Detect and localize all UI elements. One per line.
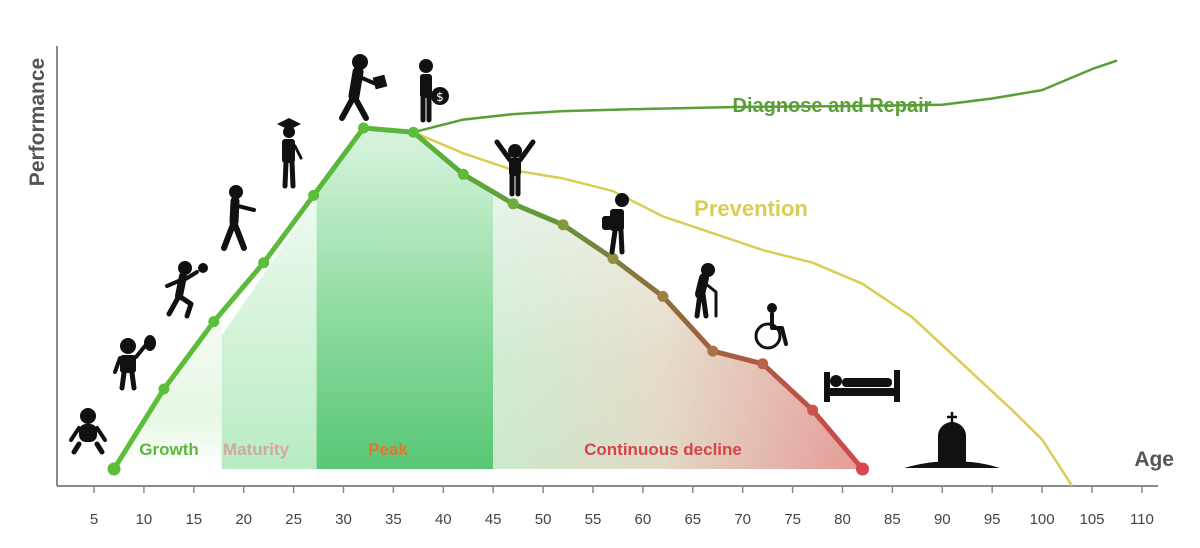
person-backpack-icon (602, 193, 629, 255)
x-tick-label: 65 (684, 511, 701, 528)
y-axis-title: Performance (26, 58, 49, 186)
x-tick-label: 95 (984, 511, 1001, 528)
x-tick-label: 35 (385, 511, 402, 528)
performance-point (457, 168, 469, 180)
performance-point (358, 122, 369, 134)
phase-fill-decline-fade (493, 192, 863, 469)
performance-point (308, 189, 320, 201)
x-tick-label: 30 (335, 511, 352, 528)
series-line-diagnose-and-repair (413, 59, 1118, 134)
performance-point (507, 198, 519, 210)
arms-raised-person-icon (494, 139, 536, 197)
x-tick-label: 80 (834, 511, 851, 528)
x-tick-label: 85 (884, 511, 901, 528)
performance-point (657, 290, 669, 302)
graduate-icon (277, 118, 303, 189)
svg-text:$: $ (436, 90, 444, 104)
performance-point (107, 462, 121, 476)
bed-icon (824, 370, 900, 402)
x-tick-label: 55 (585, 511, 602, 528)
child-running-icon (165, 261, 208, 319)
performance-point (757, 358, 769, 370)
child-walking-icon (221, 185, 256, 251)
x-axis-title: Age (1134, 448, 1174, 471)
performance-point (258, 257, 270, 269)
performance-point (807, 404, 819, 416)
performance-point (557, 219, 569, 231)
x-axis-ticks: 5 10 15 20 25 30 35 40 45 50 55 60 65 70 75 80 85 90 95 100… (90, 486, 1154, 528)
x-tick-label: 40 (435, 511, 452, 528)
x-tick-label: 100 (1030, 511, 1055, 528)
x-tick-label: 15 (185, 511, 202, 528)
worker-briefcase-icon (339, 54, 388, 121)
x-tick-label: 105 (1079, 511, 1104, 528)
phase-backgrounds (114, 128, 863, 469)
x-tick-label: 10 (136, 511, 153, 528)
performance-point (208, 316, 220, 328)
series-line-prevention (412, 131, 1074, 487)
annotation-diagnose-and-repair: Diagnose and Repair (733, 95, 932, 117)
toddler-balloon-icon (113, 335, 156, 391)
x-tick-label: 20 (235, 511, 252, 528)
wheelchair-icon (754, 303, 788, 350)
annotation-prevention: Prevention (694, 196, 808, 221)
elderly-cane-icon (694, 263, 718, 319)
phase-fill-maturity (221, 196, 317, 469)
performance-point (407, 126, 419, 138)
x-tick-label: 25 (285, 511, 302, 528)
phase-fill-peak (316, 128, 494, 469)
x-tick-label: 45 (485, 511, 502, 528)
x-tick-label: 60 (635, 511, 652, 528)
series-layer (107, 59, 1118, 487)
grave-icon (904, 412, 1000, 468)
phase-labels: Growth Maturity Peak Continuous decline (139, 440, 742, 459)
x-tick-label: 110 (1130, 511, 1154, 528)
money-bag-person-icon: $ (419, 59, 449, 123)
performance-point (607, 253, 619, 264)
phase-fill-growth (114, 316, 222, 469)
series-line-performance (111, 125, 865, 472)
performance-point (856, 462, 869, 476)
x-tick-label: 70 (734, 511, 751, 528)
performance-point (158, 383, 170, 395)
life-stage-icons: $ (69, 54, 1000, 468)
x-tick-label: 90 (934, 511, 951, 528)
x-tick-label: 50 (535, 511, 552, 528)
performance-point (707, 345, 719, 357)
phase-label-continuous-decline: Continuous decline (584, 440, 742, 459)
phase-label-peak: Peak (368, 440, 408, 459)
x-tick-label: 75 (784, 511, 801, 528)
x-tick-label: 5 (90, 511, 98, 528)
phase-label-growth: Growth (139, 440, 199, 459)
phase-label-maturity: Maturity (223, 440, 290, 459)
baby-icon (69, 408, 107, 455)
